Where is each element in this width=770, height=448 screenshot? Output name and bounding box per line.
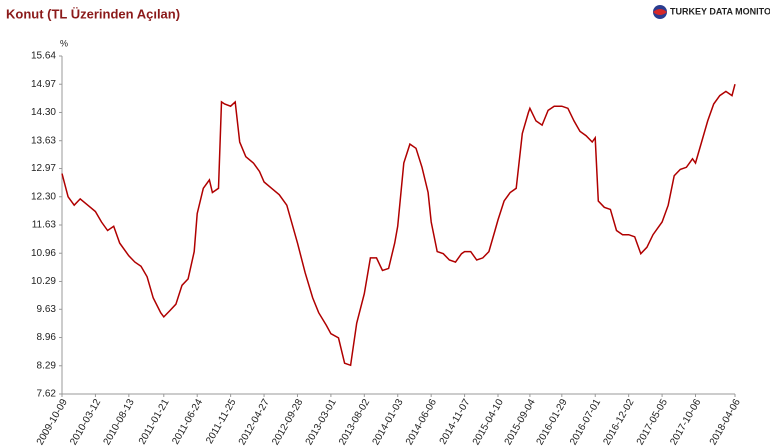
x-tick-label: 2016-01-29	[535, 397, 570, 447]
y-tick-label: 14.97	[31, 79, 56, 90]
y-tick-label: 13.63	[31, 135, 56, 146]
x-tick-label: 2018-04-06	[708, 397, 743, 447]
x-tick-label: 2016-07-01	[568, 397, 603, 447]
x-tick-label: 2014-11-07	[438, 397, 473, 447]
x-tick-label: 2017-05-05	[635, 397, 670, 447]
y-tick-label: 12.97	[31, 163, 56, 174]
y-tick-label: 7.62	[37, 389, 57, 400]
x-tick-label: 2010-03-12	[68, 397, 103, 447]
x-tick-label: 2014-01-03	[371, 397, 406, 447]
x-tick-label: 2013-08-02	[337, 397, 372, 447]
x-tick-label: 2009-10-09	[35, 397, 70, 447]
y-tick-label: 15.64	[31, 51, 56, 62]
x-tick-label: 2011-01-21	[137, 397, 172, 447]
y-tick-label: 9.63	[37, 304, 57, 315]
x-tick-label: 2015-04-10	[471, 397, 506, 447]
y-tick-label: 10.29	[31, 276, 56, 287]
x-tick-label: 2015-09-04	[503, 397, 538, 447]
x-tick-label: 2012-09-28	[270, 397, 305, 447]
y-tick-label: 12.30	[31, 191, 56, 202]
y-tick-label: 11.63	[32, 220, 57, 231]
y-tick-label: 10.96	[31, 248, 56, 259]
y-tick-label: 8.29	[37, 360, 57, 371]
logo-swoosh	[653, 9, 667, 15]
chart-title: Konut (TL Üzerinden Açılan)	[6, 6, 180, 21]
x-tick-label: 2016-12-02	[601, 397, 636, 447]
x-tick-label: 2012-04-27	[237, 397, 272, 447]
x-tick-label: 2011-11-25	[204, 397, 239, 446]
x-tick-label: 2014-06-06	[404, 397, 439, 447]
x-tick-label: 2017-10-06	[668, 397, 703, 447]
y-tick-label: 14.30	[31, 107, 56, 118]
y-unit: %	[60, 38, 68, 48]
brand-logo: TURKEY DATA MONITOR	[653, 5, 770, 19]
y-tick-label: 8.96	[37, 332, 57, 343]
x-tick-label: 2011-06-24	[170, 397, 205, 447]
x-tick-label: 2013-03-01	[304, 397, 339, 447]
brand-name: TURKEY DATA MONITOR	[670, 6, 770, 16]
data-line	[61, 84, 736, 367]
x-tick-label: 2010-08-13	[102, 397, 137, 447]
